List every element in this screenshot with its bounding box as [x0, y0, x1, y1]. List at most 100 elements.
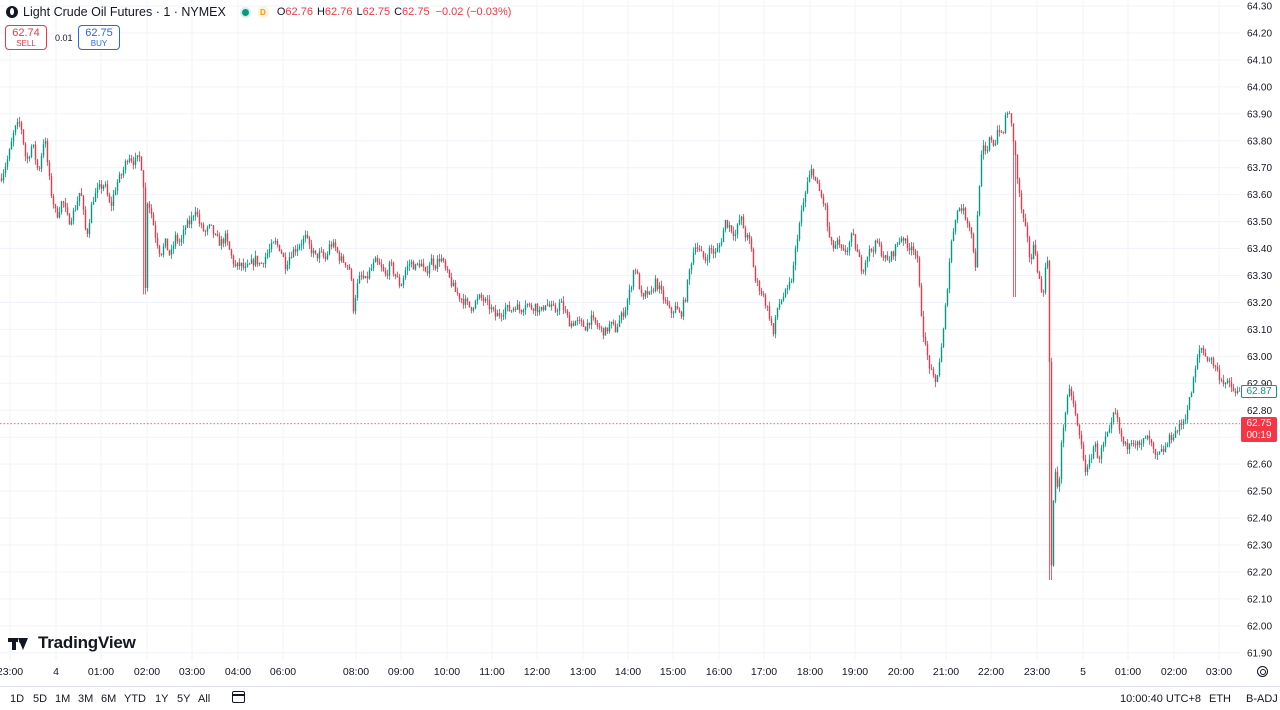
time-tick-label: 08:00 [343, 666, 369, 678]
price-tick-label: 63.10 [1247, 325, 1272, 336]
candle [1090, 453, 1093, 464]
candle [1154, 448, 1157, 460]
price-tick-label: 62.30 [1247, 541, 1272, 552]
candle [44, 137, 47, 148]
range-6m[interactable]: 6M [101, 693, 117, 705]
candle [220, 235, 223, 250]
delayed-data-badge[interactable]: D [256, 6, 269, 18]
candle [114, 187, 117, 196]
tradingview-logo[interactable]: TradingView [8, 633, 136, 653]
candle [942, 327, 945, 349]
candle [1216, 362, 1219, 372]
candle [826, 202, 829, 232]
candle [460, 298, 463, 304]
session-toggle[interactable]: ETH [1209, 693, 1231, 705]
candle [872, 246, 875, 258]
price-tick-label: 63.70 [1247, 163, 1272, 174]
candle [952, 228, 955, 242]
candle [912, 242, 915, 256]
candle [898, 237, 901, 246]
candle [850, 232, 853, 247]
candle [676, 301, 679, 310]
candle [636, 269, 639, 275]
candle [862, 269, 865, 274]
candle [1140, 439, 1143, 451]
candle [150, 204, 153, 219]
price-tick-label: 62.10 [1247, 594, 1272, 605]
candle [690, 262, 693, 275]
time-axis[interactable]: 23:00 4 01:00 02:00 03:00 04:00 06:00 08:00 09:0… [0, 666, 1232, 678]
candle [746, 232, 749, 241]
price-axis[interactable]: 61.90 62.00 62.10 62.20 62.30 62.40 62.50 62.60… [1247, 2, 1272, 660]
range-1y[interactable]: 1Y [155, 693, 169, 705]
candle [754, 265, 757, 284]
range-5y[interactable]: 5Y [177, 693, 191, 705]
candle [322, 249, 325, 259]
candle [1236, 386, 1239, 395]
time-tick-label: 16:00 [706, 666, 732, 678]
candle [644, 290, 647, 300]
candle [538, 306, 541, 316]
candle [1148, 430, 1151, 445]
price-tick-label: 62.20 [1247, 567, 1272, 578]
candle [740, 215, 743, 226]
candle [144, 182, 147, 295]
range-1d[interactable]: 1D [10, 693, 25, 705]
candle [284, 252, 287, 275]
candle [272, 241, 275, 244]
clock-timezone[interactable]: 10:00:40 UTC+8 [1120, 693, 1202, 705]
candle [248, 262, 251, 265]
candle [256, 255, 259, 267]
range-3m[interactable]: 3M [78, 693, 94, 705]
candle [342, 254, 345, 264]
candle [124, 159, 127, 174]
range-all[interactable]: All [198, 693, 211, 705]
candle [344, 262, 347, 268]
candle [946, 288, 949, 307]
candle [428, 261, 431, 278]
candle [370, 263, 373, 272]
candle [126, 159, 129, 165]
candle [1076, 413, 1079, 427]
market-status[interactable]: D [239, 6, 269, 18]
candle [456, 287, 459, 296]
candle [42, 139, 45, 159]
candle [1160, 444, 1163, 452]
candle [798, 221, 801, 242]
buy-button[interactable]: 62.75 BUY [78, 25, 120, 50]
range-ytd[interactable]: YTD [124, 693, 146, 705]
candle [496, 309, 499, 317]
time-tick-label: 12:00 [524, 666, 550, 678]
candle [838, 235, 841, 248]
candle [704, 253, 707, 264]
time-tick-label: 18:00 [797, 666, 823, 678]
candle [366, 271, 369, 284]
range-5d[interactable]: 5D [33, 693, 48, 705]
settings-gear-icon[interactable] [1257, 666, 1268, 677]
candle [578, 316, 581, 325]
candle [356, 278, 359, 301]
candle [396, 271, 399, 278]
candle [26, 152, 29, 164]
candle [510, 309, 513, 313]
candle [82, 195, 85, 215]
symbol-title[interactable]: Light Crude Oil Futures · 1 · NYMEX [23, 5, 226, 19]
candle [568, 311, 571, 327]
candle [938, 358, 941, 377]
bid-price: 62.75 [1246, 418, 1272, 429]
candle [260, 261, 263, 264]
range-1m[interactable]: 1M [55, 693, 71, 705]
candle [520, 309, 523, 315]
candle [752, 247, 755, 268]
goto-date-icon[interactable] [232, 691, 245, 703]
candle [246, 259, 249, 268]
candle [518, 301, 521, 314]
price-tick-label: 63.90 [1247, 109, 1272, 120]
candle [162, 243, 165, 258]
adjustment-toggle[interactable]: B-ADJ [1246, 693, 1278, 705]
candle [592, 311, 595, 321]
candle [334, 239, 337, 252]
sell-button[interactable]: 62.74 SELL [5, 25, 47, 50]
candle [132, 156, 135, 170]
